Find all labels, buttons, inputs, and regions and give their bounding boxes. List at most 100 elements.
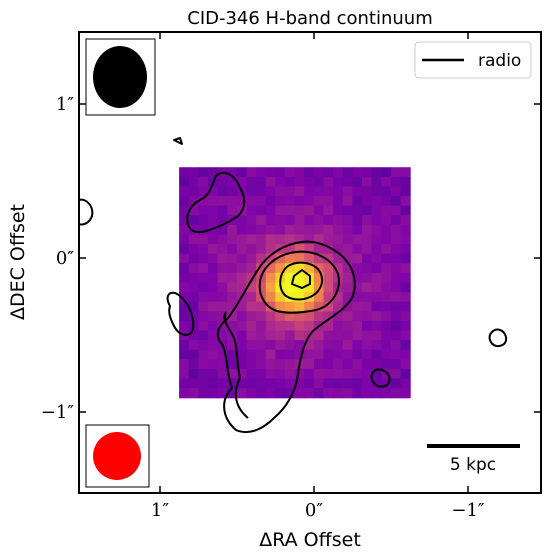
heatmap-cell (217, 330, 228, 341)
heatmap-cell (198, 167, 209, 178)
heatmap-cell (246, 263, 257, 274)
heatmap-cell (352, 176, 363, 188)
heatmap-cell (333, 244, 344, 255)
radio-contour-blob-far-west (488, 328, 508, 348)
heatmap-cell (275, 292, 286, 303)
radio-contour-north (186, 171, 246, 233)
heatmap-cell (284, 311, 296, 322)
heatmap-cell (390, 186, 402, 197)
heatmap-cell (381, 311, 392, 322)
heatmap-cell (323, 244, 334, 255)
heatmap-cell (352, 359, 363, 370)
heatmap-cell (207, 340, 219, 351)
heatmap-cell (198, 282, 209, 293)
heatmap-cell (304, 388, 315, 399)
heatmap-cell (371, 196, 382, 207)
heatmap-cell (246, 368, 257, 380)
heatmap-cell (217, 263, 228, 274)
heatmap-cell (179, 311, 190, 322)
heatmap-cell (284, 301, 296, 312)
heatmap-cell (371, 292, 382, 303)
heatmap-cell (371, 272, 382, 284)
heatmap-cell (361, 368, 373, 380)
heatmap-cell (352, 272, 363, 284)
heatmap-cell (342, 234, 353, 245)
heatmap-cell (361, 244, 373, 255)
chart-title: CID-346 H-band continuum (187, 8, 433, 29)
heatmap-cell (198, 311, 209, 322)
heatmap-cell (207, 244, 219, 255)
heatmap-cell (352, 388, 363, 399)
heatmap-cell (342, 167, 353, 178)
heatmap-cell (256, 301, 267, 312)
heatmap-cell (198, 330, 209, 341)
heatmap-cell (246, 330, 257, 341)
heatmap-cell (381, 272, 392, 284)
heatmap-cell (361, 330, 373, 341)
heatmap-cell (304, 215, 315, 226)
heatmap-cell (371, 167, 382, 178)
heatmap-cell (352, 292, 363, 303)
heatmap-cell (227, 176, 238, 188)
heatmap-cell (227, 349, 238, 360)
heatmap-cell (381, 244, 392, 255)
heatmap-cell (313, 378, 325, 389)
heatmap-cell (304, 176, 315, 188)
heatmap-cell (188, 196, 199, 207)
heatmap-cell (361, 186, 373, 197)
heatmap-cell (236, 320, 248, 332)
heatmap-cell (371, 186, 382, 197)
heatmap-cell (371, 320, 382, 332)
heatmap-cell (265, 301, 276, 312)
heatmap-cell (188, 378, 199, 389)
heatmap-cell (275, 215, 286, 226)
heatmap-cell (198, 320, 209, 332)
heatmap-cell (390, 244, 402, 255)
heatmap-cell (381, 388, 392, 399)
heatmap-cell (246, 167, 257, 178)
heatmap-cell (371, 224, 382, 236)
heatmap-cell (333, 311, 344, 322)
heatmap-cell (371, 205, 382, 216)
heatmap-cell (246, 388, 257, 399)
heatmap-cell (342, 320, 353, 332)
heatmap-cell (207, 196, 219, 207)
heatmap-cell (304, 378, 315, 389)
heatmap-cell (313, 167, 325, 178)
heatmap-cell (256, 368, 267, 380)
heatmap-cell (246, 320, 257, 332)
heatmap-cell (188, 368, 199, 380)
heatmap-cell (381, 282, 392, 293)
heatmap-cell (246, 272, 257, 284)
heatmap-cell (352, 215, 363, 226)
heatmap-cell (217, 215, 228, 226)
heatmap-cell (400, 224, 411, 236)
heatmap-cell (256, 167, 267, 178)
heatmap-cell (342, 311, 353, 322)
heatmap-cell (313, 224, 325, 236)
heatmap-cell (342, 186, 353, 197)
heatmap-cell (207, 311, 219, 322)
heatmap-cell (236, 282, 248, 293)
heatmap-cell (227, 186, 238, 197)
heatmap-cell (371, 378, 382, 389)
heatmap-cell (188, 359, 199, 370)
heatmap-cell (198, 244, 209, 255)
heatmap-cell (304, 340, 315, 351)
heatmap-cell (265, 330, 276, 341)
heatmap-cell (179, 186, 190, 197)
heatmap-cell (227, 244, 238, 255)
heatmap-cell (400, 263, 411, 274)
heatmap-cell (246, 186, 257, 197)
heatmap-cell (304, 205, 315, 216)
heatmap-cell (188, 205, 199, 216)
heatmap-cell (284, 330, 296, 341)
radio-contour-edge-east (79, 198, 94, 226)
heatmap-cell (275, 359, 286, 370)
heatmap-cell (179, 176, 190, 188)
heatmap-cell (217, 244, 228, 255)
heatmap-cell (179, 263, 190, 274)
heatmap-cell (284, 340, 296, 351)
heatmap-cell (246, 301, 257, 312)
heatmap-cell (381, 301, 392, 312)
